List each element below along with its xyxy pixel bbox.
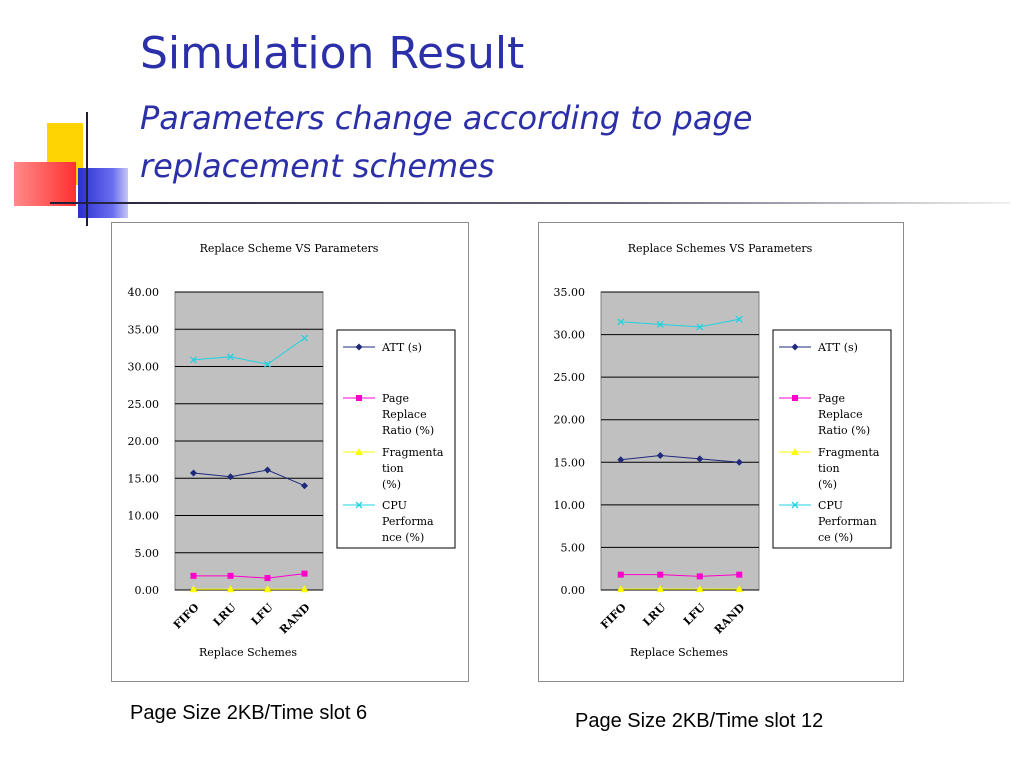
- data-point: [736, 571, 743, 578]
- legend-marker: [792, 395, 798, 401]
- slide-title: Simulation Result: [140, 28, 525, 79]
- y-tick-label: 10.00: [128, 510, 160, 523]
- chart-1: Replace Scheme VS Parameters 0.00 5.00 10.0…: [128, 242, 456, 659]
- y-tick-label: 35.00: [554, 286, 586, 299]
- x-tick-label: RAND: [712, 601, 748, 637]
- data-point: [616, 585, 625, 593]
- x-axis-label: Replace Schemes: [630, 646, 728, 659]
- data-point: [735, 315, 743, 323]
- y-tick-label: 20.00: [128, 435, 160, 448]
- data-point: [617, 571, 624, 578]
- legend-marker: [355, 501, 363, 509]
- data-point: [190, 572, 197, 579]
- legend-marker: [791, 343, 799, 351]
- legend: [772, 329, 892, 549]
- y-tick-label: 30.00: [554, 329, 586, 342]
- legend: [336, 329, 456, 549]
- x-tick-label: LRU: [211, 601, 239, 629]
- caption-chart-1: Page Size 2KB/Time slot 6: [130, 702, 368, 724]
- data-point: [227, 353, 234, 361]
- data-point: [735, 585, 744, 593]
- x-tick-label: FIFO: [171, 601, 202, 632]
- legend-marker: [791, 448, 799, 455]
- chart-frame-1: Replace Scheme VS Parameters 0.00 5.00 10.0…: [111, 222, 469, 682]
- y-tick-label: 25.00: [554, 371, 586, 384]
- data-point: [696, 455, 704, 463]
- chart-title: Replace Scheme VS Parameters: [200, 242, 379, 255]
- series-line: [620, 574, 740, 577]
- data-point: [696, 573, 703, 580]
- legend-marker: [791, 501, 799, 509]
- data-point: [617, 318, 625, 326]
- x-tick-label: RAND: [277, 601, 313, 637]
- y-tick-label: 20.00: [554, 414, 586, 427]
- data-point: [656, 451, 664, 459]
- data-point: [657, 571, 664, 578]
- y-tick-label: 0.00: [135, 584, 160, 597]
- legend-label: Fragmenta tion (%): [382, 446, 444, 491]
- data-point: [190, 469, 197, 477]
- x-tick-label: LFU: [681, 601, 708, 628]
- legend-label: Page Replace Ratio (%): [382, 392, 434, 437]
- y-tick-label: 25.00: [128, 398, 160, 411]
- legend-marker: [356, 395, 362, 401]
- x-tick-label: FIFO: [598, 601, 629, 632]
- decor-horizontal-line: [50, 202, 1010, 204]
- series-line: [620, 454, 740, 463]
- series-line: [193, 469, 305, 487]
- y-tick-label: 10.00: [554, 499, 586, 512]
- legend-marker: [355, 343, 363, 351]
- chart-frame-2: Replace Schemes VS Parameters 0.00 5.00 10.…: [538, 222, 904, 682]
- legend-label: Fragmenta tion (%): [818, 446, 880, 491]
- y-tick-label: 30.00: [128, 361, 160, 374]
- data-point: [227, 572, 234, 579]
- data-point: [301, 334, 308, 342]
- data-point: [301, 570, 308, 577]
- x-axis-label: Replace Schemes: [199, 646, 297, 659]
- legend-label: Page Replace Ratio (%): [818, 392, 870, 437]
- series-line: [620, 318, 740, 328]
- data-point: [263, 585, 272, 593]
- y-tick-label: 35.00: [128, 323, 160, 336]
- caption-chart-2: Page Size 2KB/Time slot 12: [575, 710, 824, 732]
- legend-label: ATT (s): [381, 341, 422, 354]
- data-point: [696, 323, 704, 331]
- y-tick-label: 0.00: [561, 584, 586, 597]
- data-point: [656, 585, 665, 593]
- x-tick-label: LFU: [249, 601, 276, 628]
- data-point: [189, 585, 198, 593]
- chart-2: Replace Schemes VS Parameters 0.00 5.00 10.…: [554, 242, 892, 659]
- legend-marker: [355, 448, 363, 455]
- slide-subtitle: Parameters change according to page repl…: [140, 99, 753, 185]
- y-tick-label: 5.00: [561, 541, 586, 554]
- y-tick-label: 40.00: [128, 286, 160, 299]
- decor-red-square: [14, 162, 76, 206]
- data-point: [264, 575, 271, 582]
- y-tick-label: 5.00: [135, 547, 160, 560]
- y-tick-label: 15.00: [554, 456, 586, 469]
- plot-area: [600, 291, 760, 591]
- data-point: [656, 320, 664, 328]
- series-line: [193, 573, 305, 579]
- y-tick-label: 15.00: [128, 472, 160, 485]
- data-point: [301, 482, 308, 490]
- series-line: [193, 337, 305, 365]
- chart-title: Replace Schemes VS Parameters: [628, 242, 813, 255]
- data-point: [264, 360, 271, 368]
- x-tick-label: LRU: [640, 601, 668, 629]
- data-point: [617, 456, 625, 464]
- data-point: [695, 585, 704, 593]
- decor-vertical-line: [86, 112, 88, 226]
- data-point: [227, 473, 234, 481]
- legend-label: ATT (s): [817, 341, 858, 354]
- data-point: [735, 458, 743, 466]
- data-point: [264, 466, 271, 474]
- data-point: [190, 356, 197, 364]
- data-point: [226, 585, 235, 593]
- data-point: [300, 585, 309, 593]
